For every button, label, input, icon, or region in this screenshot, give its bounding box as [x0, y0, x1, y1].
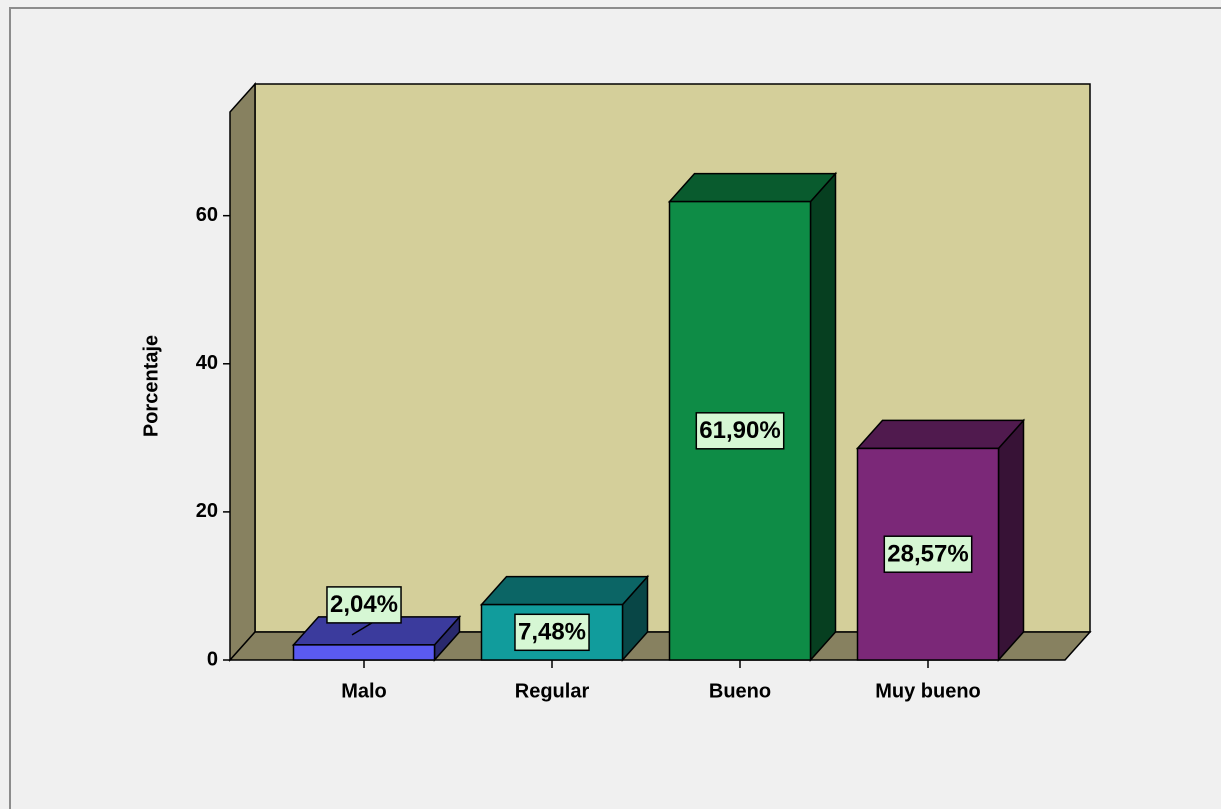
bar-top	[855, 419, 1026, 450]
y-tick-label: 60	[196, 204, 218, 226]
value-label-box	[326, 586, 402, 624]
bar-side	[809, 171, 837, 662]
value-label-box	[883, 535, 973, 573]
bar-front	[292, 644, 436, 661]
y-tick-label: 0	[207, 648, 218, 670]
value-label-box	[514, 613, 590, 652]
bar-top	[479, 575, 650, 606]
left-wall	[229, 82, 256, 662]
x-tick-label: Regular	[515, 680, 590, 702]
x-tick-label: Bueno	[709, 680, 771, 702]
y-tick-label: 20	[196, 500, 218, 522]
x-tick-label: Malo	[341, 680, 387, 702]
y-axis-label: Porcentaje	[140, 335, 162, 437]
value-label-box	[695, 412, 785, 450]
bar	[291, 614, 462, 662]
label-leader	[351, 622, 373, 636]
bar-top	[667, 172, 838, 203]
y-tick-label: 40	[196, 352, 218, 374]
bar-side	[997, 418, 1025, 662]
value-label: 2,04%	[330, 591, 398, 618]
x-tick-label: Muy bueno	[875, 680, 981, 702]
value-label: 61,90%	[699, 417, 780, 444]
value-label: 28,57%	[887, 541, 968, 568]
value-label: 7,48%	[518, 619, 586, 646]
